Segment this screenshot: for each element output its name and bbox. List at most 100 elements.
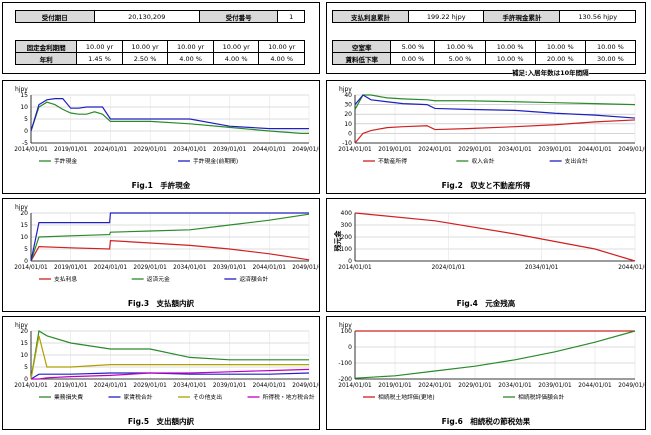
legend-label: その他支出	[193, 393, 222, 401]
legend-label: 業務損失費	[54, 393, 83, 401]
y-tick-label: 0	[24, 376, 28, 383]
x-tick-label: 2044/01/01	[578, 383, 612, 389]
y-tick-label: 20	[20, 328, 28, 335]
interest-total-value: 199.22 hjpy	[407, 10, 485, 23]
series-line-1	[30, 330, 309, 380]
chart-panel-fig2: -10 0 10 20 30 40 2014/01/01 2019/01/01 2024/01/…	[326, 80, 646, 194]
y-tick-label: -200	[338, 376, 352, 383]
fixed-rate-cell: 10.00 yr	[121, 40, 169, 53]
series-line-3	[30, 212, 309, 262]
chart-fig2: -10 0 10 20 30 40 2014/01/01 2019/01/01 2024/01/…	[338, 86, 645, 165]
vacancy-cell: 10.00 %	[534, 40, 586, 53]
receipt-date-label: 受付期日	[15, 10, 95, 23]
x-tick-label: 2039/01/01	[538, 147, 572, 153]
legend-label: 所得税・地方税合計	[263, 393, 315, 401]
y-tick-label: 100	[341, 328, 353, 335]
y-tick-label: -5	[22, 140, 28, 147]
y-tick-label: 20	[344, 111, 352, 118]
x-tick-label: 2019/01/01	[54, 383, 88, 389]
x-tick-label: 2014/01/01	[338, 265, 372, 271]
interval-note: 補足:入居年数は10年間隔	[512, 67, 589, 77]
y-tick-label: -100	[338, 360, 352, 367]
x-tick-label: 2049/01/01	[292, 383, 319, 389]
chart-fig3: 0 5 10 15 20 2014/01/01 2019/01/01 2024/01/01 20…	[14, 204, 319, 283]
y-tick-label: 10	[20, 104, 28, 111]
x-tick-label: 2044/01/01	[253, 147, 287, 153]
x-tick-label: 2019/01/01	[378, 147, 412, 153]
y-tick-label: 15	[20, 92, 28, 99]
y-axis-label: hjpy	[15, 322, 28, 329]
y-axis-label: hjpy	[15, 204, 28, 211]
chart-fig1: -5 0 5 10 15 2014/01/01 2019/01/01 2024/01/01 20…	[14, 86, 319, 165]
x-tick-label: 2049/01/01	[618, 147, 645, 153]
legend-label: 手許現金(前期間)	[193, 157, 238, 165]
series-line-1	[354, 119, 636, 144]
y-axis-label: hjpy	[339, 86, 352, 93]
x-tick-label: 2029/01/01	[458, 147, 492, 153]
chart-fig4: 0 100 200 300 400 2014/01/01 2024/01/01 2034/01…	[333, 210, 645, 271]
x-tick-label: 2034/01/01	[525, 265, 559, 271]
y-tick-label: 5	[24, 116, 28, 123]
cumulative-table: 支払利息累計 199.22 hjpy 手許現金累計 130.56 hjpy	[332, 10, 636, 23]
legend-label: 返済元金	[147, 275, 170, 283]
x-tick-label: 2034/01/01	[173, 265, 207, 271]
chart-caption: Fig.3 支払額内訳	[127, 299, 195, 308]
vacancy-cell: 10.00 %	[584, 40, 637, 53]
fixed-rate-cell: 10.00 yr	[167, 40, 214, 53]
legend-label: 不動産所得	[378, 157, 407, 165]
annual-rate-cell: 2.50 %	[121, 52, 169, 65]
x-tick-label: 2039/01/01	[538, 383, 572, 389]
x-tick-label: 2034/01/01	[498, 147, 532, 153]
rent-drop-cell: 30.00 %	[584, 52, 637, 65]
y-tick-label: 10	[344, 121, 352, 128]
y-tick-label: 10	[20, 234, 28, 241]
vacancy-cell: 5.00 %	[390, 40, 436, 53]
x-tick-label: 2029/01/01	[133, 147, 167, 153]
x-tick-label: 2029/01/01	[458, 383, 492, 389]
rate-table: 固定金利期間 10.00 yr 10.00 yr 10.00 yr 10.00 …	[14, 40, 305, 65]
y-tick-label: 5	[24, 364, 28, 371]
y-tick-label: 0	[24, 258, 28, 265]
chart-caption: Fig.6 相続税の節税効果	[441, 417, 531, 426]
fixed-rate-cell: 10.00 yr	[76, 40, 123, 53]
x-tick-label: 2034/01/01	[173, 147, 207, 153]
fixed-rate-cell: 10.00 yr	[212, 40, 260, 53]
series-line-2	[30, 213, 310, 262]
chart-caption: Fig.4 元金残高	[456, 299, 516, 308]
x-tick-label: 2029/01/01	[133, 383, 167, 389]
annual-rate-cell: 1.45 %	[76, 52, 123, 65]
vacancy-label: 空室率	[331, 40, 392, 53]
y-tick-label: 0	[348, 258, 352, 265]
y-tick-label: 100	[341, 246, 353, 253]
x-tick-label: 2029/01/01	[133, 265, 167, 271]
y-tick-label: 15	[20, 340, 28, 347]
y-tick-label: 40	[344, 92, 352, 99]
x-tick-label: 2014/01/01	[338, 147, 372, 153]
receipt-number-value: 1	[277, 10, 305, 23]
legend-label: 収入合計	[471, 157, 494, 165]
y-tick-label: 30	[344, 102, 352, 109]
rent-drop-label: 賃料低下率	[331, 52, 392, 65]
y-axis-label: 残元金	[333, 230, 342, 252]
fixed-rate-cell: 10.00 yr	[258, 40, 305, 53]
x-tick-label: 2019/01/01	[54, 265, 88, 271]
chart-panel-fig1: -5 0 5 10 15 2014/01/01 2019/01/01 2024/01/01 20…	[2, 80, 320, 194]
x-tick-label: 2044/01/01	[578, 147, 612, 153]
y-tick-label: 0	[348, 344, 352, 351]
y-tick-label: 0	[24, 128, 28, 135]
annual-rate-label: 年利	[14, 52, 78, 65]
y-tick-label: 20	[20, 210, 28, 217]
chart-panel-fig3: 0 5 10 15 20 2014/01/01 2019/01/01 2024/01/01 20…	[2, 198, 320, 312]
y-tick-label: 200	[341, 234, 353, 241]
y-tick-label: -10	[342, 140, 352, 147]
chart-caption: Fig.2 収支と不動産所得	[441, 181, 531, 190]
x-tick-label: 2014/01/01	[338, 383, 372, 389]
vacancy-cell: 10.00 %	[484, 40, 536, 53]
rent-drop-cell: 5.00 %	[434, 52, 486, 65]
y-tick-label: 15	[20, 222, 28, 229]
x-tick-label: 2034/01/01	[498, 383, 532, 389]
rent-drop-cell: 0.00 %	[390, 52, 436, 65]
y-axis-label: hjpy	[339, 322, 352, 329]
receipt-date-value: 20,130,209	[93, 10, 200, 23]
x-tick-label: 2019/01/01	[378, 383, 412, 389]
